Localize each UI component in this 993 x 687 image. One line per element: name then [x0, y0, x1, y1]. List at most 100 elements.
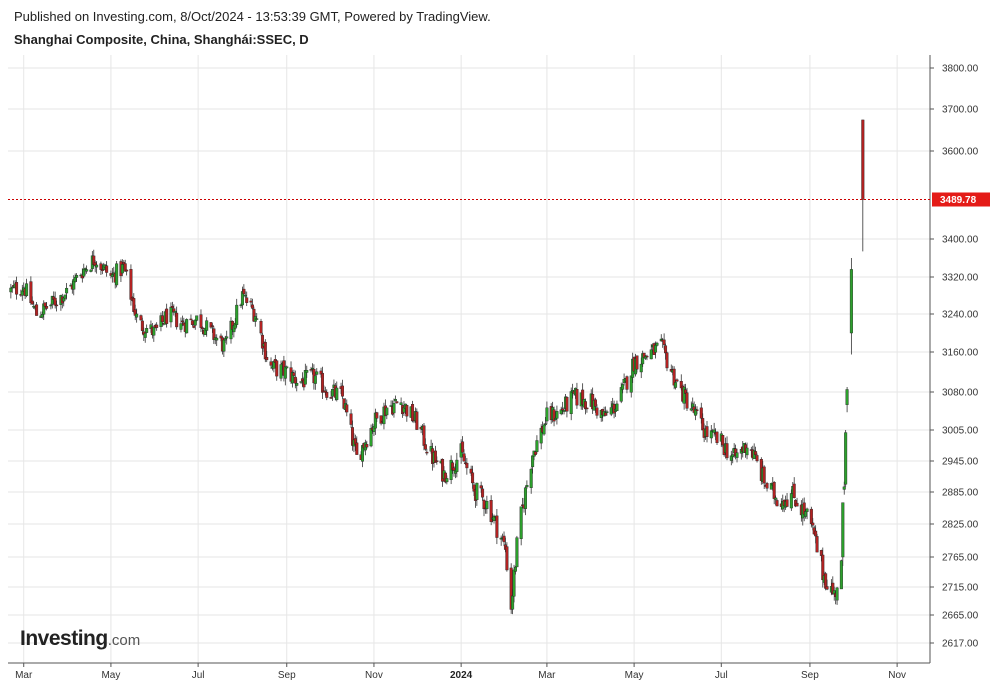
y-tick-label: 2885.00 [942, 488, 979, 499]
candle-up [515, 537, 519, 568]
candle-up [82, 268, 86, 277]
candle-up [392, 403, 396, 414]
candle-up [369, 428, 373, 447]
candle-up [689, 408, 693, 411]
candle-up [385, 407, 389, 416]
candle-down [815, 536, 819, 553]
candle-up [569, 391, 573, 415]
candle-up [519, 506, 523, 539]
candle-up [841, 502, 845, 558]
candle-up [173, 310, 177, 313]
candle-down [379, 415, 383, 424]
candle-down [664, 345, 668, 354]
candle-down [461, 441, 465, 453]
candle-up [305, 370, 309, 373]
candle-down [795, 502, 799, 507]
candle-up [279, 364, 283, 379]
x-tick-label: Nov [365, 670, 383, 681]
candle-up [299, 381, 303, 383]
candle-down [625, 376, 629, 390]
candle-down [200, 327, 204, 330]
candle-down [189, 318, 193, 321]
candle-down [725, 443, 729, 459]
x-tick-label: Sep [801, 670, 819, 681]
candle-down [155, 324, 159, 328]
candle-up [63, 294, 67, 299]
candle-up [223, 338, 227, 341]
x-tick-label: May [625, 670, 644, 681]
candle-down [482, 499, 486, 510]
candle-down [471, 472, 475, 484]
candle-up [789, 493, 793, 509]
candle-up [315, 371, 319, 375]
candle-down [423, 444, 427, 450]
axis-frame [8, 55, 931, 664]
investing-logo[interactable]: Investing.com [20, 627, 140, 651]
candle-down [465, 462, 469, 469]
candle-up [805, 508, 809, 512]
y-tick-label: 3320.00 [942, 273, 979, 284]
candle-up [193, 319, 197, 326]
candle-up [455, 459, 459, 472]
candle-up [222, 339, 226, 352]
y-tick-label: 3700.00 [942, 105, 979, 116]
candle-up [83, 268, 87, 270]
candle-up [205, 320, 209, 331]
candle-down [199, 314, 203, 328]
candle-down [495, 515, 499, 538]
candle-down [604, 412, 608, 416]
candle-up [179, 323, 183, 330]
candle-up [682, 386, 686, 404]
candle-down [505, 546, 509, 571]
x-axis: Mar May Jul Sep Nov 2024 Mar May Jul Sep Nov [15, 663, 906, 681]
candle-up [621, 384, 625, 390]
candle-up [839, 560, 843, 590]
logo-suffix: .com [107, 632, 141, 649]
candle-down [665, 352, 669, 369]
candle-up [20, 290, 24, 296]
candle-up [849, 269, 853, 334]
x-tick-label: Mar [538, 670, 556, 681]
candle-down [30, 300, 34, 305]
candle-up [295, 382, 299, 386]
candle-down [565, 397, 569, 412]
candle-up [285, 366, 289, 369]
candle-up [143, 333, 147, 338]
candle-down [269, 361, 273, 366]
candle-up [531, 455, 535, 468]
candle-down [139, 315, 143, 321]
candle-up [649, 349, 653, 360]
published-caption: Published on Investing.com, 8/Oct/2024 -… [14, 9, 491, 24]
candle-up [65, 287, 69, 294]
candle-down [125, 269, 129, 272]
current-price-label: 3489.78 [940, 195, 977, 206]
candle-down [435, 460, 439, 462]
candle-down [292, 372, 296, 376]
candle-up [513, 566, 517, 572]
candle-up [73, 277, 77, 282]
candle-up [475, 482, 479, 501]
candle-up [605, 411, 609, 413]
candle-up [545, 407, 549, 422]
candle-up [135, 313, 139, 318]
candle-down [701, 418, 705, 431]
grid-lines [8, 55, 930, 663]
candle-up [393, 399, 397, 402]
candle-down [192, 325, 196, 328]
candle-down [340, 385, 344, 397]
candle-up [399, 402, 403, 405]
candle-up [535, 440, 539, 452]
candle-up [95, 264, 99, 268]
candle-down [825, 586, 829, 590]
candle-down [293, 376, 297, 384]
candle-down [405, 405, 409, 417]
candle-down [365, 444, 369, 448]
candle-down [754, 451, 758, 455]
candle-up [674, 382, 678, 388]
candle-down [824, 573, 828, 589]
candle-up [89, 269, 93, 272]
candle-down [755, 455, 759, 462]
candle-up [654, 344, 658, 353]
candle-down [29, 281, 33, 304]
